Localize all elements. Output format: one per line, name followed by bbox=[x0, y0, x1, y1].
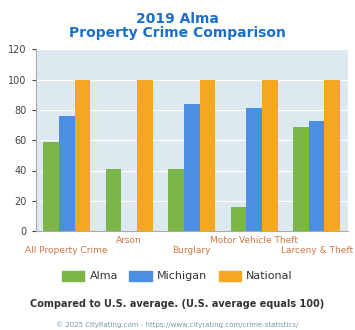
Legend: Alma, Michigan, National: Alma, Michigan, National bbox=[58, 266, 297, 286]
Bar bbox=[59, 116, 75, 231]
Text: Arson: Arson bbox=[116, 236, 142, 245]
Bar bbox=[309, 120, 324, 231]
Bar bbox=[168, 169, 184, 231]
Bar bbox=[75, 80, 90, 231]
Bar bbox=[43, 142, 59, 231]
Text: 2019 Alma: 2019 Alma bbox=[136, 12, 219, 25]
Text: Larceny & Theft: Larceny & Theft bbox=[280, 246, 353, 255]
Bar bbox=[184, 104, 200, 231]
Bar bbox=[106, 169, 121, 231]
Bar bbox=[200, 80, 215, 231]
Text: Burglary: Burglary bbox=[173, 246, 211, 255]
Bar bbox=[324, 80, 340, 231]
Text: © 2025 CityRating.com - https://www.cityrating.com/crime-statistics/: © 2025 CityRating.com - https://www.city… bbox=[56, 322, 299, 328]
Text: Property Crime Comparison: Property Crime Comparison bbox=[69, 26, 286, 40]
Bar bbox=[137, 80, 153, 231]
Bar bbox=[262, 80, 278, 231]
Bar bbox=[231, 207, 246, 231]
Bar bbox=[293, 127, 309, 231]
Text: Compared to U.S. average. (U.S. average equals 100): Compared to U.S. average. (U.S. average … bbox=[31, 299, 324, 309]
Bar bbox=[246, 109, 262, 231]
Text: All Property Crime: All Property Crime bbox=[26, 246, 108, 255]
Text: Motor Vehicle Theft: Motor Vehicle Theft bbox=[210, 236, 298, 245]
